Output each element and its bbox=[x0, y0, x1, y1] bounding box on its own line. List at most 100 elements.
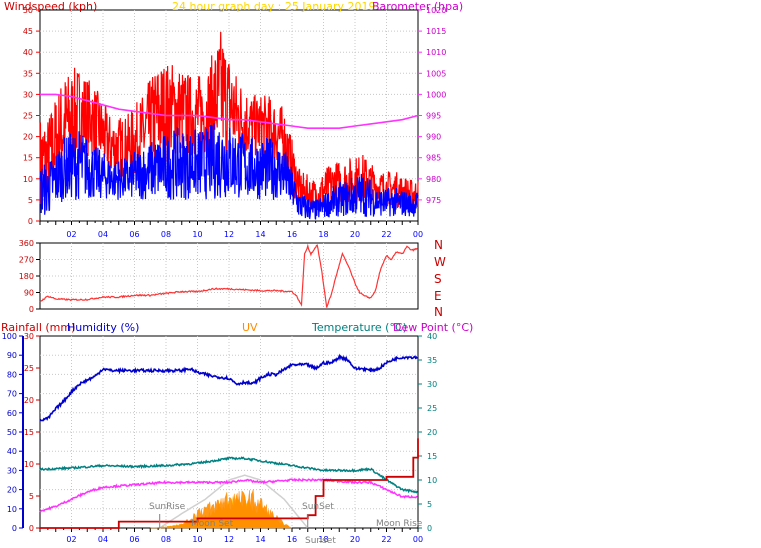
graph-title: 24 hour graph day : 25 January 2019 bbox=[172, 0, 376, 13]
wind-axis-tick-label: 50 bbox=[23, 6, 33, 15]
wind-axis-tick-label: 15 bbox=[23, 154, 33, 163]
baro-axis-tick-label: 980 bbox=[426, 175, 441, 184]
temperature-line bbox=[39, 456, 418, 494]
wind-time-tick-label: 16 bbox=[287, 230, 297, 239]
rain-hum-temp-grid bbox=[40, 336, 418, 528]
baro-axis-title: Barometer (hpa) bbox=[372, 0, 463, 13]
rain-hum-temp-series bbox=[39, 353, 419, 529]
rain-axis-tick-label: 5 bbox=[29, 492, 34, 501]
temperature-axis: 0 5 10 15 20 25 30 35 40 bbox=[418, 332, 437, 533]
wind-axis-tick-label: 25 bbox=[23, 112, 33, 121]
wind-axis-tick-label: 45 bbox=[23, 27, 33, 36]
humidity-axis-tick-label: 40 bbox=[7, 447, 17, 456]
wind-axis-tick-label: 30 bbox=[23, 90, 33, 99]
wind-time-tick-label: 12 bbox=[224, 230, 234, 239]
dir-axis-tick-label: 270 bbox=[19, 256, 34, 265]
wind-time-tick-label: 02 bbox=[66, 230, 76, 239]
baro-axis-tick-label: 1015 bbox=[426, 27, 446, 36]
wind-time-axis: 02 04 06 08 10 12 14 16 18 20 22 00 bbox=[39, 221, 423, 239]
baro-axis-tick-label: 985 bbox=[426, 154, 441, 163]
wind-baro-series bbox=[39, 31, 419, 220]
temperature-axis-tick-label: 40 bbox=[427, 332, 437, 341]
humidity-axis-tick-label: 100 bbox=[2, 332, 17, 341]
sun-elevation-arc bbox=[159, 474, 309, 529]
bottom-time-tick-label: 10 bbox=[192, 535, 202, 544]
dew-axis-title: Dew Point (°C) bbox=[393, 321, 473, 334]
wind-direction-axis: 0 90 180 270 360 bbox=[19, 239, 40, 314]
humidity-axis-tick-label: 90 bbox=[7, 351, 17, 360]
humidity-axis-tick-label: 10 bbox=[7, 505, 17, 514]
humidity-axis-tick-label: 70 bbox=[7, 390, 17, 399]
wind-axis-tick-label: 0 bbox=[28, 217, 33, 226]
compass-n-top: N bbox=[434, 238, 443, 252]
humidity-axis-tick-label: 0 bbox=[12, 524, 17, 533]
rain-axis-tick-label: 30 bbox=[24, 332, 34, 341]
rain-hum-temp-panel: Rainfall (mm) Humidity (%) UV Temperatur… bbox=[1, 321, 473, 546]
bottom-time-tick-label: 16 bbox=[287, 535, 297, 544]
temperature-axis-tick-label: 30 bbox=[427, 380, 437, 389]
uv-axis-title: UV bbox=[242, 321, 258, 334]
wind-gust-line bbox=[39, 31, 419, 213]
wind-time-tick-label: 06 bbox=[129, 230, 139, 239]
wind-average-line bbox=[39, 123, 419, 220]
humidity-axis-tick-label: 30 bbox=[7, 466, 17, 475]
temperature-axis-tick-label: 35 bbox=[427, 356, 437, 365]
sunset-label: SunSet bbox=[302, 502, 334, 512]
humidity-axis-tick-label: 20 bbox=[7, 486, 17, 495]
rainfall-line bbox=[40, 438, 419, 529]
baro-axis-tick-label: 995 bbox=[426, 112, 441, 121]
hum-axis-title: Humidity (%) bbox=[67, 321, 139, 334]
wind-baro-panel: Windspeed (kph) 24 hour graph day : 25 J… bbox=[4, 0, 463, 239]
bottom-time-tick-label: 02 bbox=[66, 535, 76, 544]
bottom-time-tick-label: 22 bbox=[381, 535, 391, 544]
dir-axis-tick-label: 180 bbox=[19, 272, 34, 281]
bottom-time-tick-label: 18 bbox=[318, 535, 328, 544]
bottom-time-tick-label: 12 bbox=[224, 535, 234, 544]
humidity-axis: 0 10 20 30 40 50 60 70 80 90 100 bbox=[2, 332, 24, 533]
temperature-axis-tick-label: 0 bbox=[427, 524, 432, 533]
rain-axis-tick-label: 0 bbox=[29, 524, 34, 533]
rain-axis-tick-label: 15 bbox=[24, 428, 34, 437]
wind-time-tick-label: 10 bbox=[192, 230, 202, 239]
bottom-time-tick-label: 08 bbox=[161, 535, 171, 544]
wind-axis-title: Windspeed (kph) bbox=[4, 0, 97, 13]
wind-direction-panel: 0 90 180 270 360 N W S E N bbox=[19, 238, 446, 319]
bottom-time-axis: 02 04 06 08 10 12 14 16 18 20 22 00 bbox=[39, 528, 423, 544]
bottom-time-tick-label: 14 bbox=[255, 535, 265, 544]
rain-axis-tick-label: 10 bbox=[24, 460, 34, 469]
bottom-time-tick-label: 06 bbox=[129, 535, 139, 544]
wind-time-tick-label: 00 bbox=[413, 230, 423, 239]
humidity-axis-tick-label: 60 bbox=[7, 409, 17, 418]
wind-time-tick-label: 22 bbox=[381, 230, 391, 239]
temperature-axis-tick-label: 25 bbox=[427, 404, 437, 413]
wind-axis-tick-label: 35 bbox=[23, 69, 33, 78]
baro-axis-tick-label: 975 bbox=[426, 196, 441, 205]
wind-time-tick-label: 14 bbox=[255, 230, 265, 239]
temperature-axis-tick-label: 5 bbox=[427, 500, 432, 509]
wind-axis-tick-label: 20 bbox=[23, 133, 33, 142]
humidity-axis-tick-label: 80 bbox=[7, 370, 17, 379]
wind-time-tick-label: 08 bbox=[161, 230, 171, 239]
rain-axis: 0 5 10 15 20 25 30 bbox=[24, 332, 40, 533]
wind-direction-grid bbox=[40, 243, 418, 309]
bottom-time-tick-label: 00 bbox=[413, 535, 423, 544]
humidity-axis-tick-label: 50 bbox=[7, 428, 17, 437]
baro-axis: 975 980 985 990 995 1000 1005 1010 1015 1020 bbox=[418, 6, 446, 205]
humidity-line bbox=[39, 353, 418, 422]
bottom-time-tick-label: 20 bbox=[350, 535, 360, 544]
compass-w: W bbox=[434, 255, 446, 269]
temp-axis-title: Temperature (°C) bbox=[311, 321, 407, 334]
dir-axis-tick-label: 90 bbox=[24, 289, 34, 298]
wind-time-tick-label: 04 bbox=[98, 230, 108, 239]
baro-axis-tick-label: 990 bbox=[426, 133, 441, 142]
compass-labels: N W S E N bbox=[434, 238, 446, 319]
wind-axis: 0 5 10 15 20 25 30 35 40 45 50 bbox=[23, 6, 40, 226]
astro-annotations: SunRise SunSet Moon Set Moon Rise Sunset bbox=[149, 502, 423, 546]
sunset-time-label: Sunset bbox=[305, 536, 336, 544]
baro-axis-tick-label: 1000 bbox=[426, 90, 446, 99]
moonrise-label: Moon Rise bbox=[376, 519, 423, 529]
compass-e: E bbox=[434, 289, 442, 303]
baro-axis-tick-label: 1005 bbox=[426, 69, 446, 78]
